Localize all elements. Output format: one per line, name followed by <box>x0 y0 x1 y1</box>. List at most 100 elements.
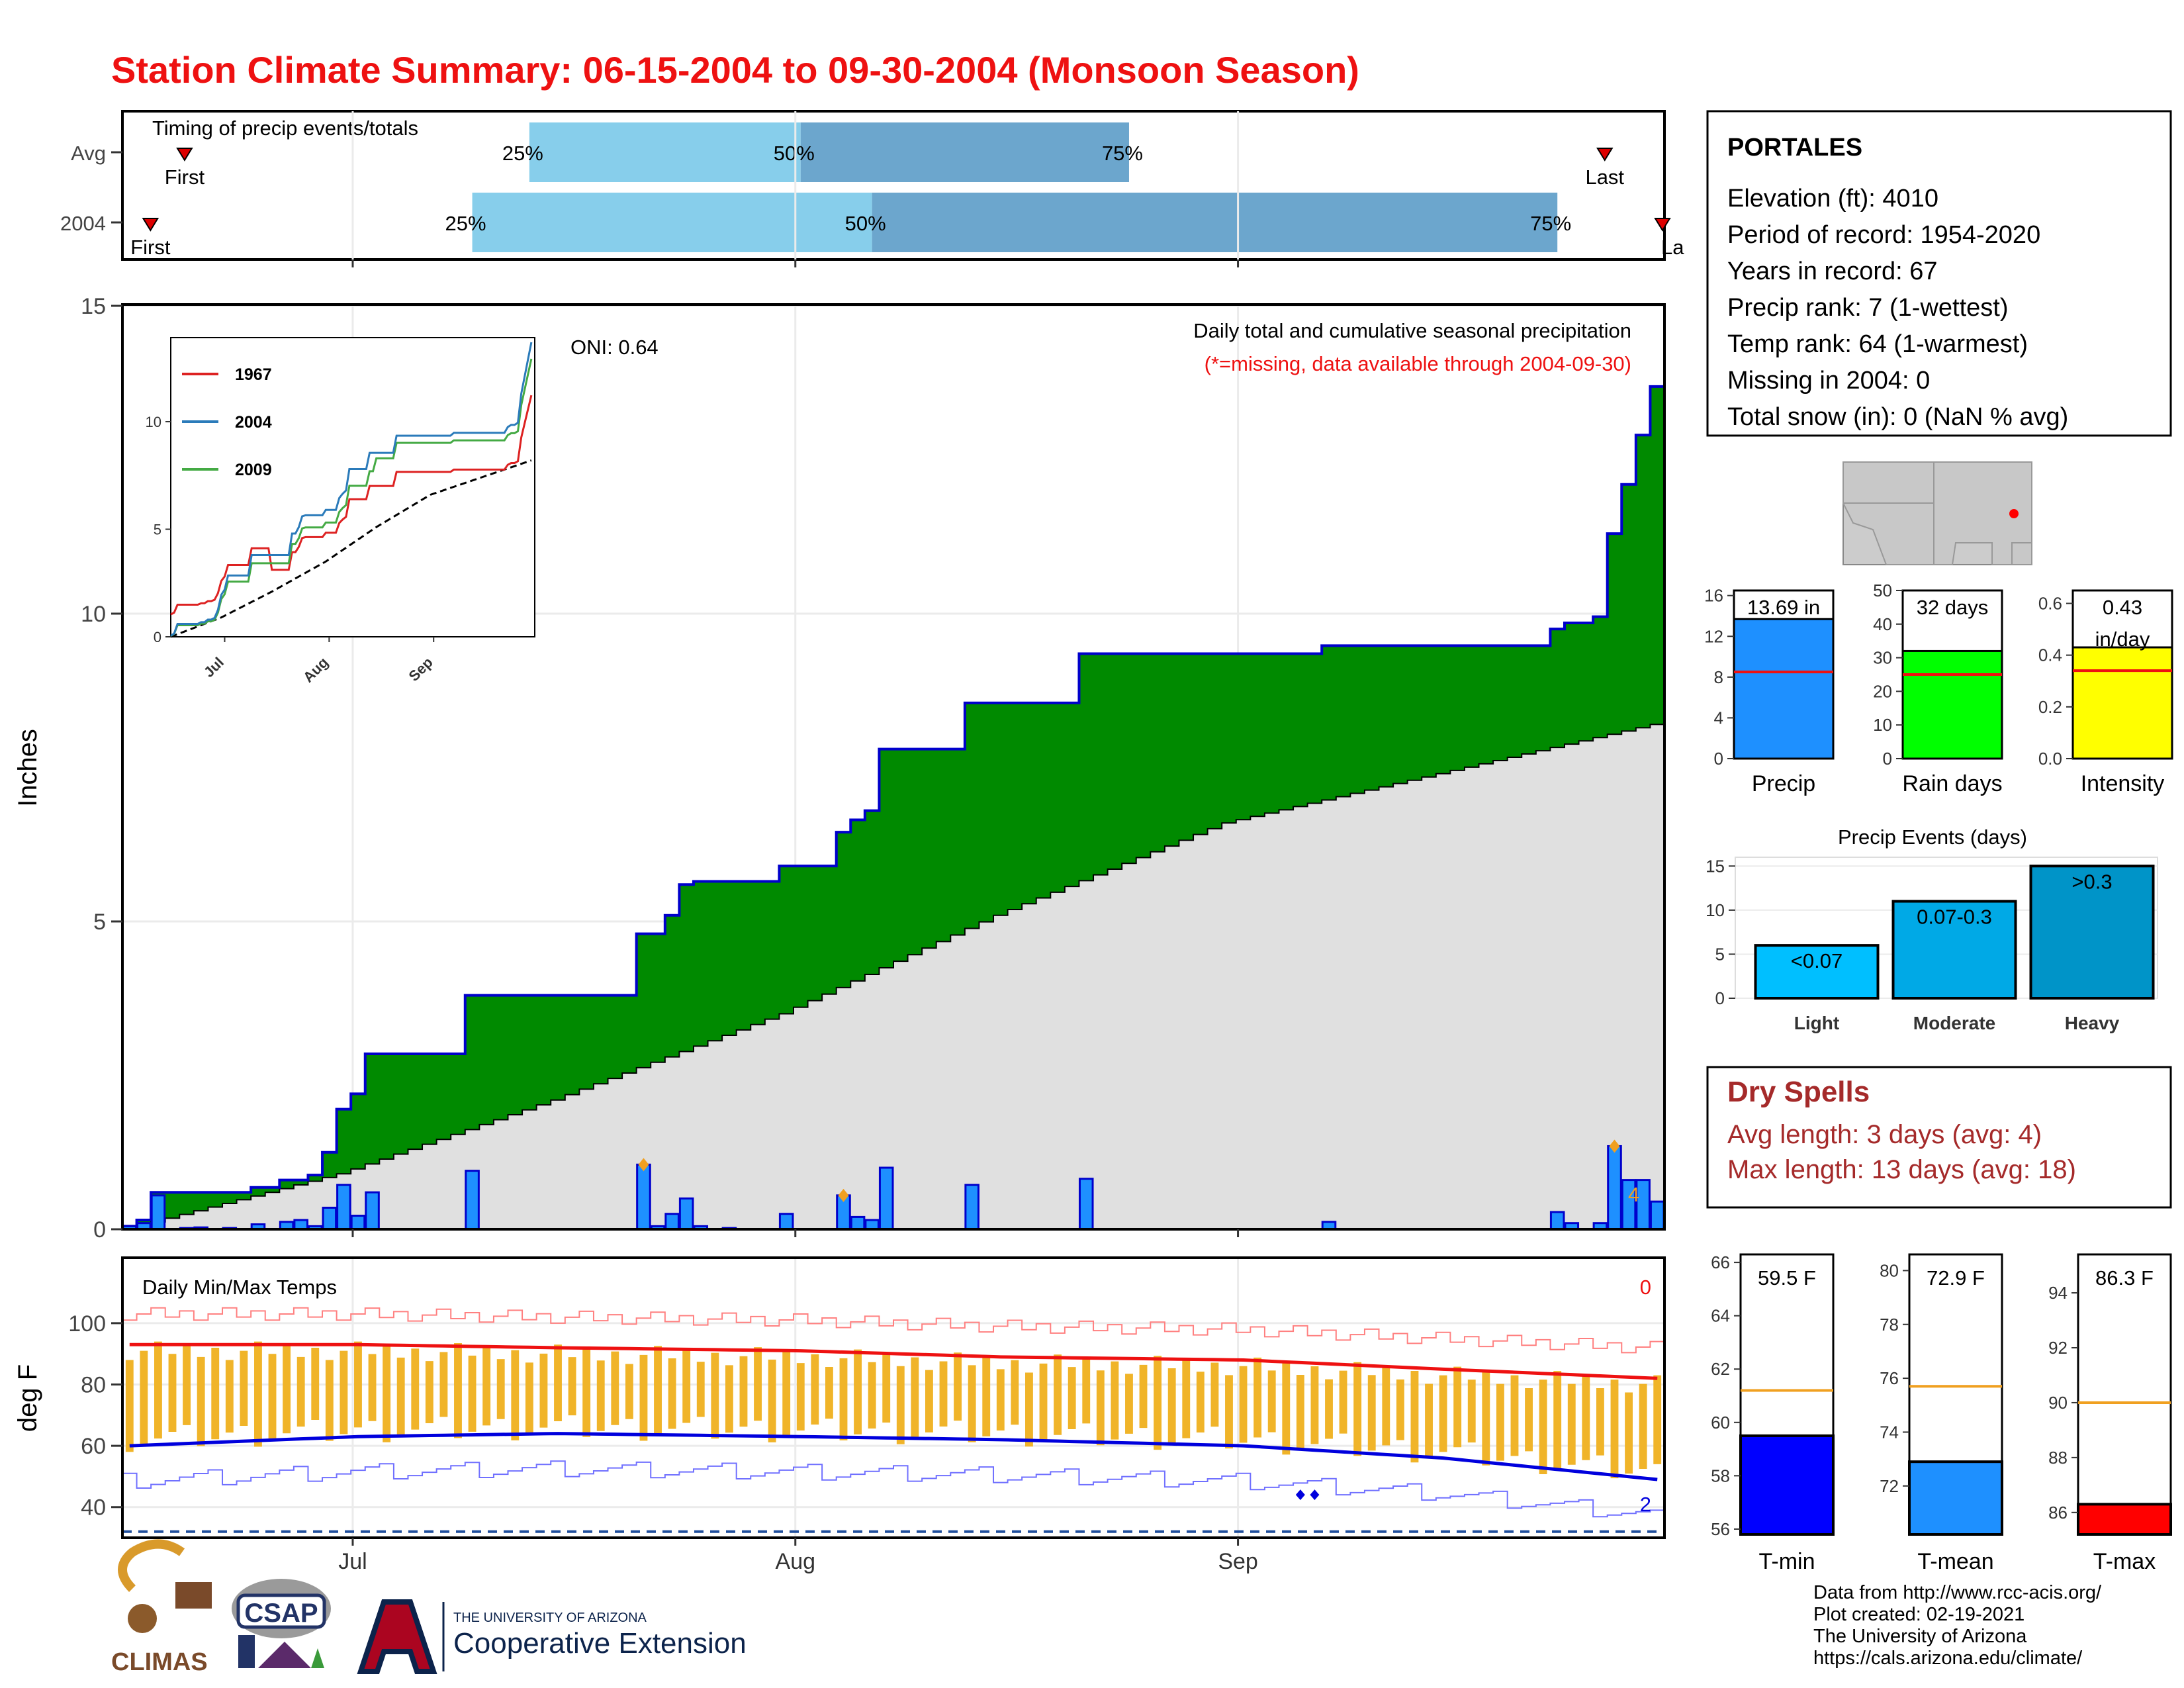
temp-summary-value-label: 59.5 F <box>1758 1266 1816 1289</box>
station-info-line: Total snow (in): 0 (NaN % avg) <box>1727 403 2068 431</box>
temp-summary-y-tick-label: 74 <box>1880 1422 1899 1442</box>
summary-bar-label: Precip <box>1752 771 1815 796</box>
dry-spell-max: Max length: 13 days (avg: 18) <box>1727 1155 2076 1184</box>
event-category-label: Heavy <box>2065 1013 2120 1033</box>
summary-y-tick-label: 0 <box>1714 749 1723 769</box>
daily-precip-bar <box>1078 1178 1094 1231</box>
event-bar <box>1754 944 1880 1000</box>
timing-row-label: 2004 <box>60 212 106 235</box>
first-event-marker <box>176 148 193 162</box>
station-info-line: Precip rank: 7 (1-wettest) <box>1727 294 2008 322</box>
station-info-line: Temp rank: 64 (1-warmest) <box>1727 330 2028 358</box>
temp-summary-y-tick-label: 56 <box>1711 1519 1730 1539</box>
last-event-label: Last <box>1585 165 1624 189</box>
temp-summary-label: T-mean <box>1917 1549 1993 1574</box>
temp-y-tick-label: 60 <box>81 1434 106 1459</box>
event-category-label: Moderate <box>1913 1013 1995 1033</box>
timing-panel: Timing of precip events/totals 25% 50% 75%… <box>60 110 1684 261</box>
daily-precip-bar <box>322 1206 338 1231</box>
temp-summary-y-tick-label: 58 <box>1711 1466 1730 1485</box>
summary-value-bar <box>1901 649 2003 760</box>
event-category-label: Light <box>1794 1013 1839 1033</box>
precip-panel: Daily total and cumulative seasonal prec… <box>121 303 1666 1231</box>
summary-y-tick-label: 0.6 <box>2038 594 2062 614</box>
avg-tmax-line <box>129 1342 1658 1380</box>
temp-summary-frame <box>2077 1253 2172 1536</box>
summary-y-tick-label: 0 <box>1883 749 1892 769</box>
climas-wordmark: CLIMAS <box>111 1648 208 1676</box>
timing-quartile-25-50 <box>529 122 801 182</box>
dry-spell-avg: Avg length: 3 days (avg: 4) <box>1727 1120 2042 1149</box>
station-info-box: PORTALES Elevation (ft): 4010 Period of r… <box>1706 110 2172 437</box>
timing-q50-label: 50% <box>774 142 815 165</box>
credit-line: https://cals.arizona.edu/climate/ <box>1813 1648 2083 1669</box>
temp-summary-value-label: 72.9 F <box>1927 1266 1985 1289</box>
summary-value-bar <box>1733 618 1835 760</box>
station-info-line: Elevation (ft): 4010 <box>1727 185 1938 212</box>
climatology-area <box>122 724 1665 1230</box>
record-low-marker <box>1295 1489 1305 1501</box>
summary-value-label-2: in/day <box>2095 628 2150 651</box>
events-y-tick-label: 0 <box>1715 988 1725 1008</box>
timing-q25-label: 25% <box>445 212 486 235</box>
summary-y-tick-label: 20 <box>1873 681 1892 701</box>
cumulative-precip-line <box>122 385 1664 1228</box>
event-bar-label: 0.07-0.3 <box>1917 906 1992 929</box>
summary-value-label: 32 days <box>1917 596 1989 619</box>
credit-line: Data from http://www.rcc-acis.org/ <box>1813 1582 2102 1603</box>
inset-series-2004 <box>170 342 533 637</box>
daily-precip-bar <box>664 1213 680 1231</box>
daily-precip-bar <box>336 1184 351 1231</box>
csap-logo: CSAP <box>232 1579 331 1668</box>
summary-value-label: 0.43 <box>2103 596 2142 619</box>
temp-y-tick-label: 80 <box>81 1373 106 1398</box>
events-y-tick-label: 10 <box>1706 900 1725 920</box>
daily-precip-bar <box>1607 1145 1622 1231</box>
first-event-label: First <box>130 236 171 259</box>
record-low-marker <box>1310 1489 1320 1501</box>
station-info-line: Period of record: 1954-2020 <box>1727 221 2040 249</box>
count-cold: 2 <box>1640 1493 1651 1516</box>
ua-logo: THE UNIVERSITY OF ARIZONA Cooperative Ex… <box>357 1599 747 1674</box>
oni-label: ONI: 0.64 <box>570 336 659 359</box>
csap-wordmark: CSAP <box>244 1599 318 1628</box>
events-title: Precip Events (days) <box>1838 825 2027 849</box>
inset-legend-label: 2009 <box>235 461 272 479</box>
temp-summary-y-tick-label: 60 <box>1711 1413 1730 1432</box>
summary-y-tick-label: 0.2 <box>2038 697 2062 717</box>
daily-precip-bar <box>1549 1211 1565 1231</box>
temp-summary-y-tick-label: 92 <box>2048 1338 2068 1358</box>
temp-summary-bar <box>1908 1460 2003 1536</box>
temp-summary-value-label: 86.3 F <box>2095 1266 2154 1289</box>
temp-summary-bar <box>1739 1434 1835 1536</box>
summary-y-tick-label: 50 <box>1873 581 1892 600</box>
daily-precip-bar <box>864 1219 880 1231</box>
first-event-label: First <box>165 165 205 189</box>
temp-summary-bar <box>2077 1503 2172 1536</box>
inset-frame <box>170 337 535 637</box>
temp-summary-y-tick-label: 66 <box>1711 1252 1730 1272</box>
inset-avg-line <box>170 459 532 638</box>
temp-y-tick-label: 100 <box>68 1311 106 1336</box>
record-low-line <box>122 1460 1664 1518</box>
temp-summary-y-tick-label: 80 <box>1880 1260 1899 1280</box>
summary-y-tick-label: 4 <box>1714 708 1723 727</box>
extreme-event-marker <box>1609 1139 1620 1153</box>
x-tick-label: Aug <box>776 1549 816 1574</box>
precip-y-tick-label: 15 <box>81 294 106 319</box>
precip-subtitle: Daily total and cumulative seasonal prec… <box>1193 319 1631 342</box>
x-tick-label: Jul <box>338 1549 367 1574</box>
credit-line: Plot created: 02-19-2021 <box>1813 1604 2025 1625</box>
events-y-tick-label: 5 <box>1715 944 1725 964</box>
temp-summary-label: T-max <box>2093 1549 2156 1574</box>
credit-line: The University of Arizona <box>1813 1626 2027 1647</box>
x-tick-label: Sep <box>1218 1549 1258 1574</box>
first-event-marker <box>142 218 159 232</box>
temp-label: Daily Min/Max Temps <box>142 1276 337 1299</box>
inset-series-1967 <box>170 395 533 616</box>
coop-extension-text: Cooperative Extension <box>453 1627 747 1660</box>
daily-precip-bar <box>465 1170 480 1231</box>
station-location-dot <box>2009 509 2019 518</box>
timing-quartile-25-50 <box>472 193 872 252</box>
inset-legend-label: 2004 <box>235 413 272 432</box>
